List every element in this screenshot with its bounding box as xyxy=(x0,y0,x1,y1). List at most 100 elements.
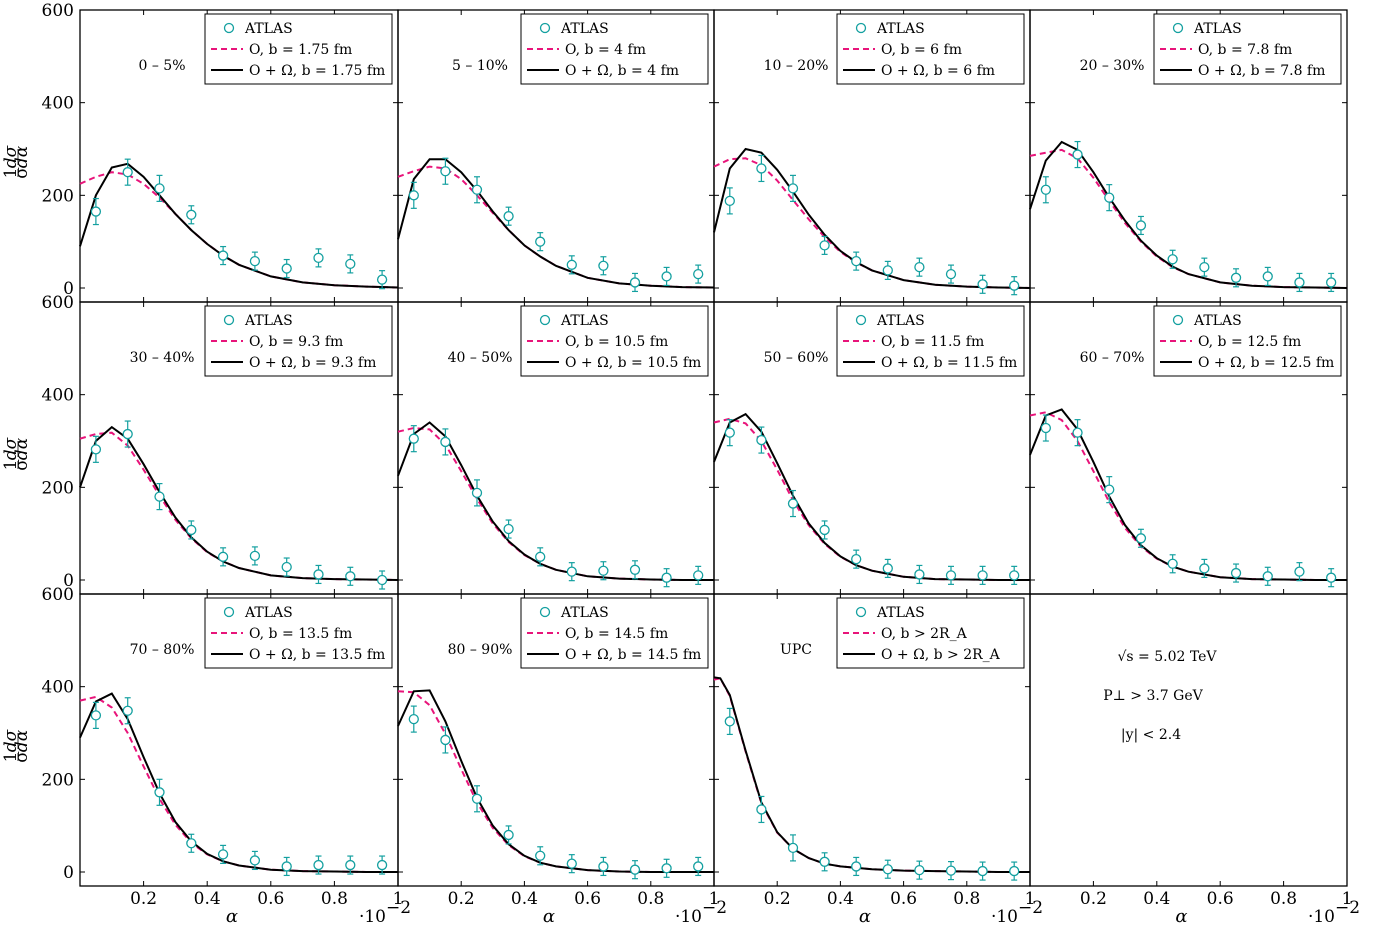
legend: ATLAS O, b = 1.75 fm O + Ω, b = 1.75 fm xyxy=(204,13,393,85)
legend-label-O: O, b = 6 fm xyxy=(881,42,962,58)
atlas-point xyxy=(440,436,451,448)
atlas-point xyxy=(1326,572,1337,583)
x-multiplier-exponent: −2 xyxy=(1335,898,1360,918)
x-tick-label: 0.8 xyxy=(1270,889,1297,909)
atlas-point xyxy=(1262,271,1273,282)
legend-label-O-Omega: O + Ω, b > 2R_A xyxy=(881,647,1001,663)
legend: ATLAS O, b = 7.8 fm O + Ω, b = 7.8 fm xyxy=(1153,13,1342,85)
atlas-point xyxy=(693,861,704,872)
legend-label-O-Omega: O + Ω, b = 12.5 fm xyxy=(1198,355,1334,371)
y-tick-label: 200 xyxy=(42,478,74,498)
legend-label-atlas: ATLAS xyxy=(560,21,609,37)
x-tick-label: 0.6 xyxy=(890,889,917,909)
y-tick-label: 0 xyxy=(63,571,74,591)
x-multiplier-exponent: −2 xyxy=(386,898,411,918)
x-axis-title: α xyxy=(859,906,871,927)
atlas-point xyxy=(661,863,672,874)
x-axis-title: α xyxy=(1175,906,1187,927)
atlas-point xyxy=(945,570,957,581)
atlas-point xyxy=(1199,261,1210,273)
atlas-point xyxy=(787,842,799,854)
panel-frame xyxy=(1029,593,1348,887)
curve-O-Omega xyxy=(1029,140,1348,289)
atlas-point xyxy=(471,793,483,804)
legend-label-atlas: ATLAS xyxy=(560,605,609,621)
atlas-point xyxy=(819,524,830,536)
x-multiplier-exponent: −2 xyxy=(702,898,727,918)
y-tick-label: 600 xyxy=(42,585,74,605)
y-title-den2: dα xyxy=(12,437,32,460)
atlas-point xyxy=(154,183,165,194)
x-axis-title: α xyxy=(226,906,238,927)
atlas-point xyxy=(376,574,388,586)
atlas-point xyxy=(249,255,261,267)
atlas-point xyxy=(1072,427,1083,438)
atlas-point xyxy=(1072,149,1083,160)
atlas-point xyxy=(154,491,165,502)
centrality-label: 0 – 5% xyxy=(138,58,185,74)
atlas-point xyxy=(851,255,862,267)
atlas-point xyxy=(1040,184,1051,195)
panel-8: ATLAS O, b = 12.5 fm O + Ω, b = 12.5 fm 60 … xyxy=(1029,301,1348,595)
atlas-point xyxy=(882,563,893,574)
atlas-point xyxy=(787,498,799,509)
curve-O xyxy=(79,431,399,581)
atlas-point xyxy=(90,444,102,455)
legend-label-O: O, b = 1.75 fm xyxy=(249,42,352,58)
atlas-point xyxy=(566,858,577,869)
legend: ATLAS O, b = 13.5 fm O + Ω, b = 13.5 fm xyxy=(204,597,393,669)
legend: ATLAS O, b = 4 fm O + Ω, b = 4 fm xyxy=(520,13,709,85)
legend-label-O: O, b = 11.5 fm xyxy=(881,334,984,350)
centrality-label: 80 – 90% xyxy=(448,642,513,658)
legend: ATLAS O, b = 11.5 fm O + Ω, b = 11.5 fm xyxy=(836,305,1025,377)
atlas-point xyxy=(1167,254,1178,265)
legend-label-atlas: ATLAS xyxy=(244,313,293,329)
centrality-label: UPC xyxy=(780,642,812,658)
x-axis-col-2: 0.2 0.4 0.6 0.8 1 α ·10 −2 xyxy=(448,889,727,927)
atlas-point xyxy=(1230,272,1242,283)
panel-6: ATLAS O, b = 10.5 fm O + Ω, b = 10.5 fm 40 … xyxy=(397,301,715,595)
panel-12 xyxy=(1029,593,1348,887)
y-title-num2: dσ xyxy=(1,145,21,168)
atlas-point xyxy=(693,570,704,581)
legend-atlas-marker xyxy=(223,22,235,34)
atlas-point xyxy=(471,487,483,499)
atlas-point xyxy=(186,838,197,849)
atlas-point xyxy=(408,190,419,201)
atlas-point xyxy=(598,861,609,872)
curve-O-Omega xyxy=(79,425,399,581)
atlas-point xyxy=(1230,567,1242,579)
legend-label-atlas: ATLAS xyxy=(876,21,925,37)
legend-label-atlas: ATLAS xyxy=(1193,313,1242,329)
atlas-point xyxy=(629,564,641,575)
legend-box xyxy=(836,305,1025,377)
atlas-point xyxy=(851,554,862,565)
y-tick-label: 400 xyxy=(42,386,74,406)
legend-atlas-marker xyxy=(539,22,551,34)
x-axis-col-1: 0.2 0.4 0.6 0.8 1 α ·10 −2 xyxy=(130,889,411,927)
y-title-num: 1 xyxy=(1,752,21,763)
y-tick-label: 0 xyxy=(63,279,74,299)
legend-label-atlas: ATLAS xyxy=(876,605,925,621)
atlas-point xyxy=(977,865,988,877)
y-title-num2: dσ xyxy=(1,437,21,460)
legend-atlas-marker xyxy=(855,314,867,326)
x-multiplier: ·10 xyxy=(1308,907,1335,927)
centrality-label: 40 – 50% xyxy=(448,350,513,366)
atlas-point xyxy=(1326,277,1337,288)
atlas-point xyxy=(122,428,133,440)
curve-O xyxy=(1029,148,1348,289)
atlas-point xyxy=(629,277,641,288)
atlas-point xyxy=(313,569,324,580)
atlas-point xyxy=(90,710,102,721)
atlas-point xyxy=(724,716,735,727)
legend-atlas-marker xyxy=(855,606,867,618)
atlas-point xyxy=(122,167,133,178)
x-axis-col-4: 0.2 0.4 0.6 0.8 1 α ·10 −2 xyxy=(1080,889,1360,927)
atlas-point xyxy=(756,804,767,815)
atlas-point xyxy=(1104,192,1115,203)
atlas-point xyxy=(1009,570,1020,581)
atlas-point xyxy=(566,259,577,270)
